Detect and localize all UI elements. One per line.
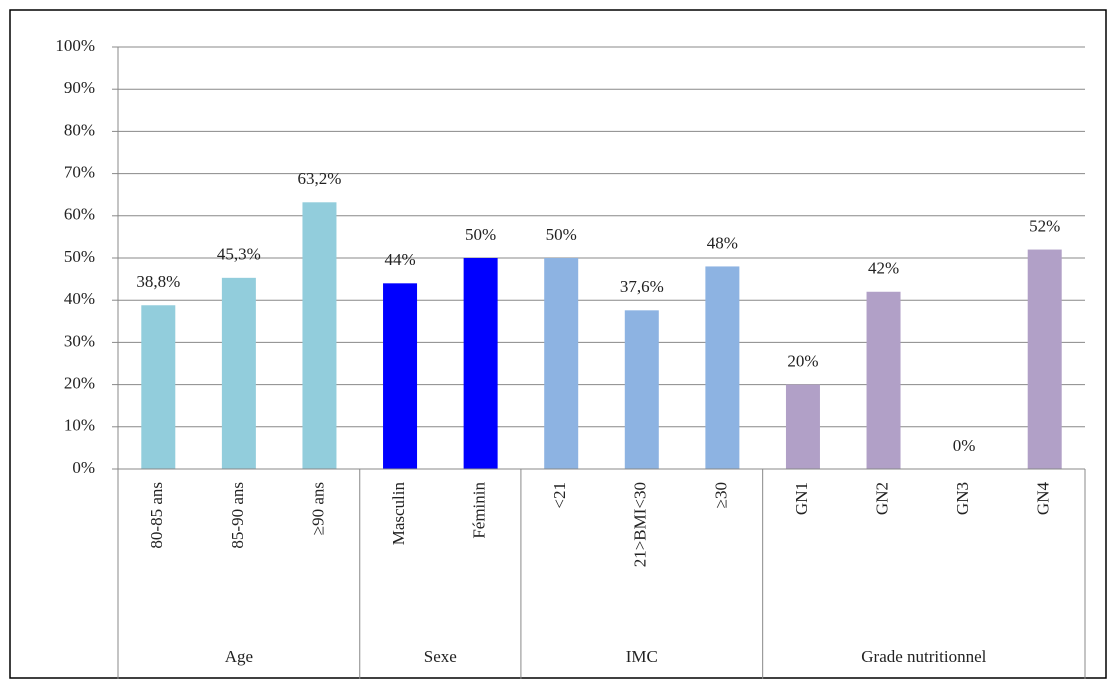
frame [9, 9, 1107, 679]
bar [544, 258, 579, 469]
y-tick-label: 60% [64, 205, 95, 224]
x-tick-label: GN3 [953, 482, 972, 515]
y-tick-label: 90% [64, 78, 95, 97]
y-tick-label: 30% [64, 331, 95, 350]
y-tick-label: 50% [64, 247, 95, 266]
value-label: 52% [1029, 216, 1060, 235]
group-label: Sexe [424, 647, 457, 666]
group-label: Age [225, 647, 253, 666]
y-tick-label: 20% [64, 374, 95, 393]
bar [624, 310, 659, 469]
x-tick-label: ≥30 [711, 482, 730, 508]
value-label: 38,8% [136, 272, 180, 291]
y-tick-label: 80% [64, 120, 95, 139]
value-label: 0% [953, 436, 976, 455]
x-tick-label: 21>BMI<30 [631, 482, 650, 567]
group-label: Grade nutritionnel [861, 647, 986, 666]
bar [705, 266, 740, 469]
x-tick-label: <21 [550, 482, 569, 509]
value-label: 44% [384, 250, 415, 269]
bar [221, 277, 256, 469]
y-tick-label: 70% [64, 163, 95, 182]
x-tick-label: ≥90 ans [308, 482, 327, 535]
x-tick-label: 80-85 ans [147, 482, 166, 549]
y-tick-label: 10% [64, 416, 95, 435]
x-tick-label: Féminin [470, 482, 489, 539]
bar [302, 202, 337, 469]
y-tick-label: 0% [72, 458, 95, 477]
bar [141, 305, 176, 469]
y-tick-label: 100% [55, 36, 95, 55]
bar [1027, 249, 1062, 469]
bar [463, 258, 498, 469]
value-label: 42% [868, 259, 899, 278]
value-label: 63,2% [297, 169, 341, 188]
y-tick-label: 40% [64, 289, 95, 308]
bar [866, 291, 901, 469]
group-label: IMC [626, 647, 658, 666]
x-tick-label: GN4 [1034, 482, 1053, 516]
value-label: 48% [707, 233, 738, 252]
value-label: 45,3% [217, 245, 261, 264]
value-label: 50% [546, 225, 577, 244]
x-tick-label: GN1 [792, 482, 811, 515]
bar [383, 283, 418, 469]
value-label: 37,6% [620, 277, 664, 296]
value-label: 50% [465, 225, 496, 244]
x-tick-label: Masculin [389, 482, 408, 546]
bar [785, 384, 820, 469]
x-tick-label: GN2 [872, 482, 891, 515]
value-label: 20% [787, 352, 818, 371]
x-tick-label: 85-90 ans [228, 482, 247, 549]
